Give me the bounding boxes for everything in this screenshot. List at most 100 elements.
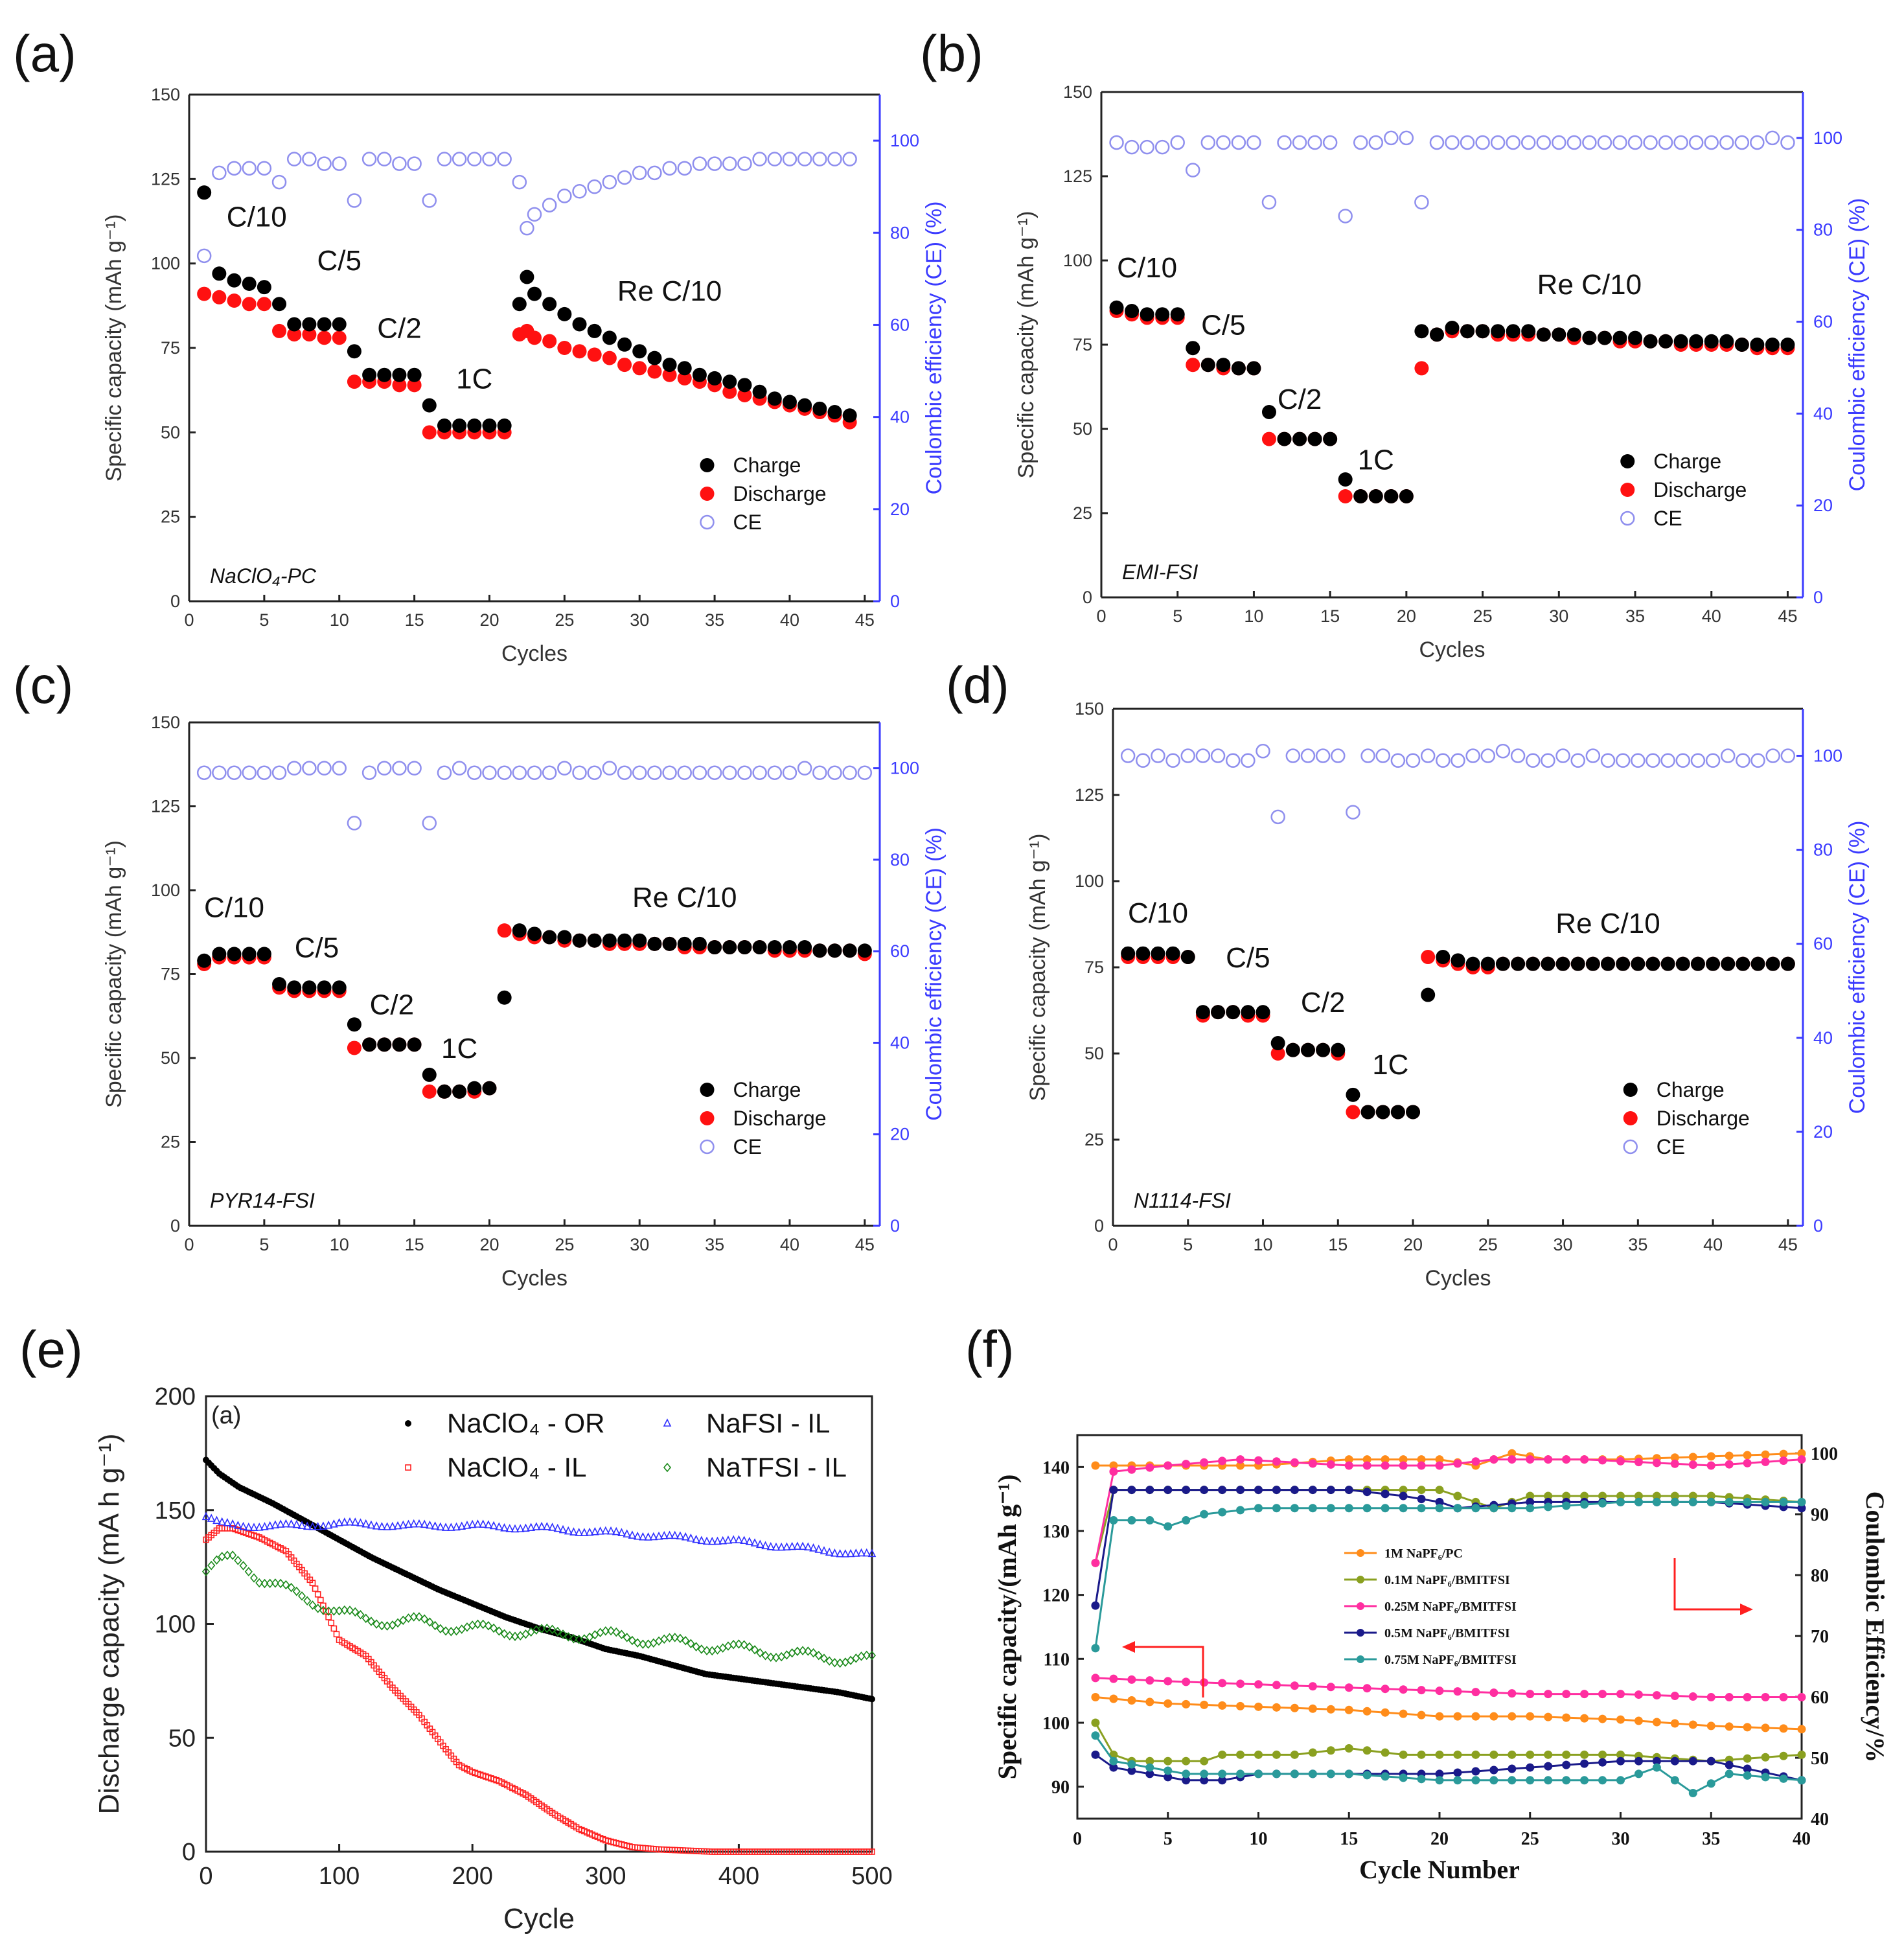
- ce-point: [196, 248, 212, 264]
- series-2-point: [740, 1536, 748, 1544]
- ce-point: [1780, 748, 1796, 763]
- ce-point: [797, 152, 812, 167]
- efficiency-series-3-point: [1145, 1486, 1154, 1495]
- ce-point: [512, 174, 527, 190]
- ce-point: [1225, 753, 1241, 768]
- ce-point: [1765, 130, 1780, 146]
- charge-point: [797, 940, 812, 955]
- series-3-point: [634, 1638, 642, 1648]
- x-tick-label: 0: [1096, 606, 1106, 626]
- series-2-point: [287, 1519, 295, 1528]
- x-tick-label: 20: [1397, 606, 1416, 626]
- series-3-point: [697, 1644, 705, 1654]
- capacity-series-1-point: [1544, 1750, 1553, 1759]
- ce-point: [1322, 135, 1338, 150]
- ce-point: [467, 152, 482, 167]
- capacity-series-0-point: [1109, 1694, 1118, 1703]
- ce-point: [1270, 809, 1285, 825]
- series-2-point: [772, 1542, 781, 1551]
- efficiency-series-4-point: [1526, 1504, 1535, 1513]
- charge-point: [422, 1067, 437, 1082]
- efficiency-series-1-point: [1526, 1491, 1535, 1501]
- ce-point: [617, 170, 632, 185]
- series-3-point: [676, 1633, 684, 1644]
- efficiency-series-2-point: [1526, 1455, 1535, 1464]
- series-2-point: [234, 1521, 242, 1529]
- ce-point: [557, 189, 572, 203]
- series-3-point: [351, 1607, 360, 1617]
- series-2-point: [468, 1519, 477, 1528]
- electrolyte-label: PYR14-FSI: [210, 1189, 315, 1212]
- series-2-point: [553, 1523, 562, 1532]
- x-tick-label: 15: [405, 1235, 424, 1254]
- ce-point: [520, 220, 534, 236]
- series-2-point: [623, 1529, 631, 1537]
- series-2-point: [505, 1524, 514, 1532]
- ce-point: [692, 765, 707, 780]
- series-2-point: [282, 1519, 290, 1528]
- capacity-series-1-point: [1616, 1750, 1625, 1759]
- ce-point: [392, 761, 407, 776]
- charge-point: [782, 395, 797, 409]
- capacity-series-1-point: [1326, 1746, 1335, 1755]
- capacity-series-3-line: [1095, 1754, 1802, 1782]
- charge-point: [707, 371, 722, 385]
- charge-point: [1491, 324, 1506, 339]
- x-tick-label: 0: [1073, 1829, 1082, 1849]
- efficiency-series-4-point: [1706, 1497, 1715, 1506]
- efficiency-series-4-point: [1453, 1504, 1462, 1513]
- capacity-series-3-point: [1127, 1766, 1136, 1775]
- efficiency-series-2-point: [1616, 1456, 1625, 1466]
- x-tick-label: 500: [851, 1863, 892, 1890]
- series-3-point: [426, 1617, 434, 1627]
- left-arrow-icon: [1130, 1646, 1204, 1697]
- charge-point: [1451, 953, 1465, 968]
- discharge-point: [302, 327, 317, 342]
- capacity-series-3-point: [1598, 1758, 1607, 1767]
- y2-axis-label: Coulombic efficiency (CE) (%): [922, 201, 946, 495]
- series-3-point: [356, 1610, 365, 1620]
- series-2-point: [319, 1521, 328, 1530]
- efficiency-series-3-point: [1526, 1497, 1535, 1506]
- y2-tick-label: 20: [890, 500, 910, 519]
- capacity-series-2-point: [1236, 1679, 1245, 1688]
- charge-point: [1690, 956, 1705, 971]
- capacity-series-1-point: [1272, 1750, 1281, 1759]
- capacity-series-2-point: [1290, 1681, 1299, 1690]
- efficiency-series-1-point: [1399, 1486, 1408, 1495]
- ce-point: [1631, 753, 1646, 768]
- legend-marker: [405, 1464, 411, 1471]
- efficiency-series-3-point: [1344, 1486, 1353, 1495]
- series-2-point: [223, 1517, 232, 1526]
- ce-point: [1643, 135, 1658, 150]
- capacity-series-2-point: [1164, 1677, 1173, 1686]
- rate-label: C/10: [1117, 252, 1177, 284]
- capacity-series-4-point: [1580, 1776, 1589, 1785]
- series-3-point: [308, 1600, 317, 1610]
- ce-point: [1241, 753, 1256, 768]
- capacity-series-2-point: [1182, 1677, 1191, 1686]
- ce-point: [497, 765, 512, 780]
- x-tick-label: 30: [630, 1235, 649, 1254]
- efficiency-series-4-point: [1652, 1497, 1661, 1506]
- series-2-point: [724, 1535, 733, 1544]
- capacity-series-2-point: [1254, 1680, 1263, 1689]
- ce-point: [1506, 135, 1520, 150]
- charge-point: [827, 943, 842, 958]
- charge-point: [1338, 472, 1353, 487]
- efficiency-series-4-point: [1236, 1506, 1245, 1515]
- capacity-series-0-point: [1381, 1708, 1390, 1717]
- panel-letter: (f): [965, 1320, 1015, 1378]
- y2-tick-label: 40: [1811, 1810, 1829, 1830]
- x-axis-label: Cycle: [503, 1903, 575, 1935]
- y-tick-label: 150: [1075, 699, 1104, 719]
- efficiency-series-2-point: [1109, 1467, 1118, 1476]
- discharge-point: [497, 923, 512, 938]
- series-2-point: [745, 1537, 754, 1545]
- charge-point: [767, 940, 782, 955]
- capacity-series-1-point: [1489, 1750, 1498, 1759]
- ce-point: [602, 174, 617, 190]
- capacity-series-2-point: [1308, 1682, 1317, 1691]
- series-2-point: [510, 1524, 520, 1533]
